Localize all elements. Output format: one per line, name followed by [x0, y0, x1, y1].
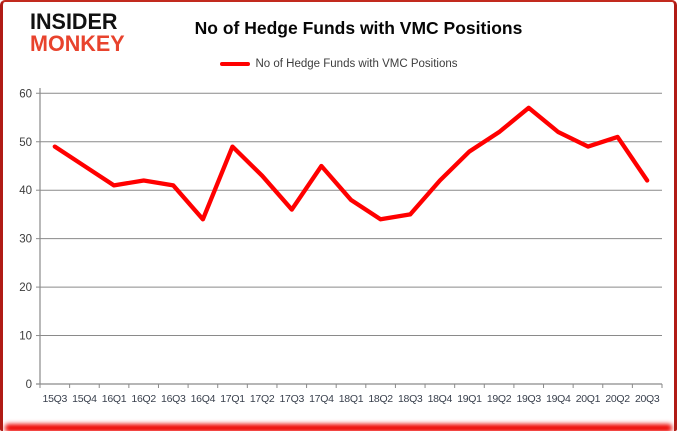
- legend: No of Hedge Funds with VMC Positions: [3, 58, 674, 70]
- x-axis-label: 17Q2: [250, 393, 275, 405]
- y-axis-label: 0: [26, 379, 32, 391]
- x-axis-label: 16Q2: [131, 393, 156, 405]
- x-axis-label: 18Q2: [368, 393, 393, 405]
- y-axis-label: 20: [19, 282, 32, 294]
- x-axis-label: 20Q3: [635, 393, 660, 405]
- x-axis-label: 20Q2: [605, 393, 630, 405]
- insider-monkey-logo: INSIDER MONKEY: [30, 11, 125, 55]
- x-axis-label: 15Q4: [72, 393, 97, 405]
- logo-line-monkey: MONKEY: [30, 31, 125, 56]
- x-axis-label: 17Q1: [220, 393, 245, 405]
- legend-label: No of Hedge Funds with VMC Positions: [255, 58, 458, 70]
- logo-line-insider: INSIDER: [30, 9, 118, 34]
- x-axis-label: 18Q4: [428, 393, 453, 405]
- x-axis-label: 17Q4: [309, 393, 334, 405]
- series-line-hedge-funds: [52, 105, 650, 222]
- bottom-glow-border: [5, 424, 672, 431]
- y-axis-label: 60: [19, 88, 32, 100]
- y-axis-label: 50: [19, 137, 32, 149]
- x-axis-label: 16Q1: [102, 393, 127, 405]
- y-axis-label: 10: [19, 331, 32, 343]
- x-axis-label: 19Q4: [546, 393, 571, 405]
- y-axis-label: 40: [19, 185, 32, 197]
- legend-line-marker: [219, 61, 250, 67]
- y-axis-label: 30: [19, 234, 32, 246]
- x-axis-label: 19Q1: [457, 393, 482, 405]
- line-chart-plot: 0 10 20 30 40 50 60 15Q3 15Q4 16Q1 16Q2 16Q3 16Q4 17Q…: [19, 88, 663, 405]
- x-axis-label: 17Q3: [280, 393, 305, 405]
- x-axis-label: 20Q1: [576, 393, 601, 405]
- chart-title: No of Hedge Funds with VMC Positions: [194, 18, 523, 38]
- x-axis-label: 16Q3: [161, 393, 186, 405]
- x-axis-label: 16Q4: [191, 393, 216, 405]
- x-axis-label: 15Q3: [43, 393, 68, 405]
- x-axis-label: 18Q3: [398, 393, 423, 405]
- x-axis-label: 19Q2: [487, 393, 512, 405]
- x-axis-label: 18Q1: [339, 393, 364, 405]
- x-axis-label: 19Q3: [516, 393, 541, 405]
